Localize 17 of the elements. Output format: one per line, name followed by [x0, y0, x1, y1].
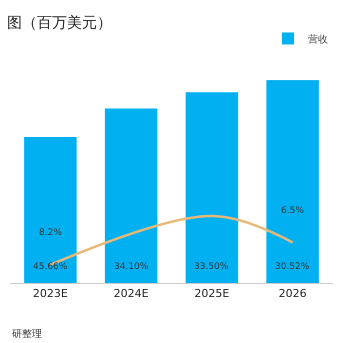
annotation: 33.50%: [194, 262, 229, 272]
x-tick-label: 2026: [278, 287, 307, 300]
text: 研整理: [12, 328, 42, 340]
bar: [186, 92, 238, 283]
x-tick-label: 2024E: [114, 287, 149, 300]
annotation: 30.52%: [275, 262, 310, 272]
annotation: 8.2%: [39, 228, 62, 238]
annotation: 6.5%: [281, 206, 304, 216]
annotation: 45.66%: [33, 262, 68, 272]
chart-title: 图（百万美元）: [6, 14, 112, 32]
x-tick-label: 2025E: [194, 287, 230, 300]
bar: [266, 80, 319, 283]
bar: [104, 108, 158, 283]
bar: [24, 136, 77, 283]
x-tick-label: 2023E: [32, 287, 68, 300]
annotation: 34.10%: [114, 262, 149, 272]
legend-label: 营收: [308, 33, 328, 46]
